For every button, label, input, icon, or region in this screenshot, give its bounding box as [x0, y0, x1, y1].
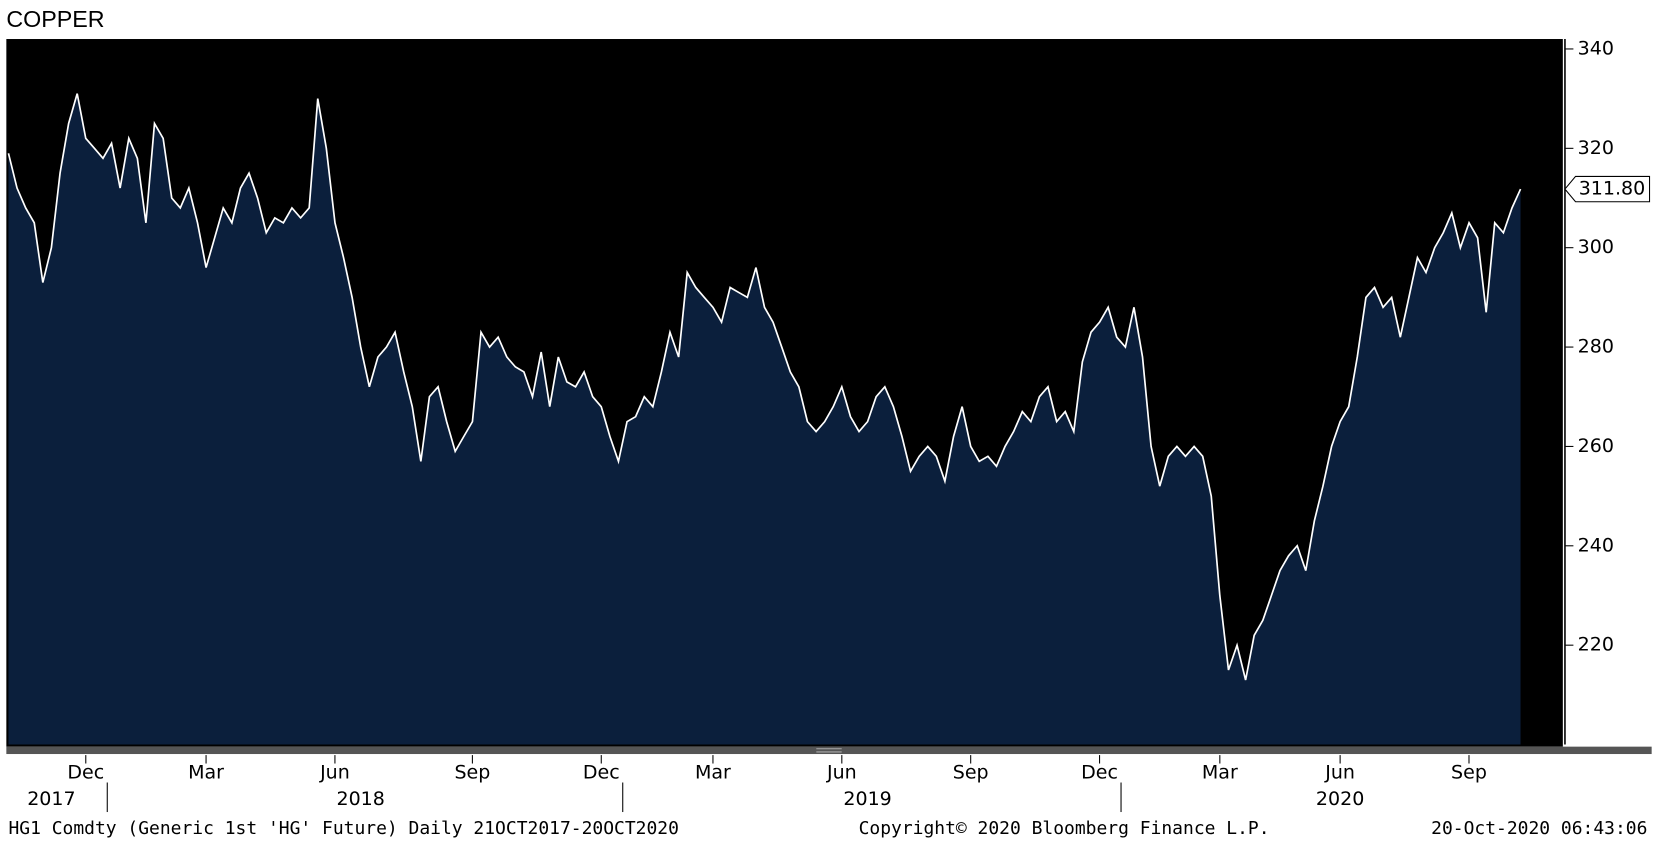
y-tick-label: 340: [1578, 37, 1614, 59]
y-tick-label: 300: [1578, 236, 1614, 258]
scroll-bar: [6, 746, 1652, 755]
x-tick-label: Mar: [1202, 762, 1238, 784]
price-line: [7, 93, 1522, 681]
x-tick-label: Dec: [67, 762, 104, 784]
year-label: 2018: [336, 788, 384, 810]
chart-title: COPPER: [6, 6, 104, 32]
last-value-box: [1564, 175, 1651, 203]
x-tick-label: Dec: [1081, 762, 1118, 784]
y-tick-label: 280: [1578, 336, 1614, 358]
y-tick-label: 260: [1578, 435, 1614, 457]
year-label: 2019: [843, 788, 891, 810]
x-tick-label: Sep: [953, 762, 989, 784]
y-tick-label: 240: [1578, 534, 1614, 556]
x-tick-label: Mar: [188, 762, 224, 784]
footer-left: HG1 Comdty (Generic 1st 'HG' Future) Dai…: [8, 818, 678, 839]
x-tick-label: Jun: [1324, 762, 1355, 784]
y-tick-label: 320: [1578, 137, 1614, 159]
x-tick-label: Sep: [454, 762, 490, 784]
footer-center: Copyright© 2020 Bloomberg Finance L.P.: [859, 818, 1270, 839]
x-tick-label: Mar: [695, 762, 731, 784]
y-tick-label: 220: [1578, 634, 1614, 656]
last-value-label: 311.80: [1579, 178, 1646, 200]
year-label: 2020: [1316, 788, 1364, 810]
year-label: 2017: [27, 788, 75, 810]
x-tick-label: Jun: [319, 762, 350, 784]
x-tick-label: Jun: [826, 762, 857, 784]
area-fill: [8, 93, 1521, 745]
x-tick-label: Dec: [583, 762, 620, 784]
x-tick-label: Sep: [1451, 762, 1487, 784]
footer-right: 20-Oct-2020 06:43:06: [1431, 818, 1647, 839]
